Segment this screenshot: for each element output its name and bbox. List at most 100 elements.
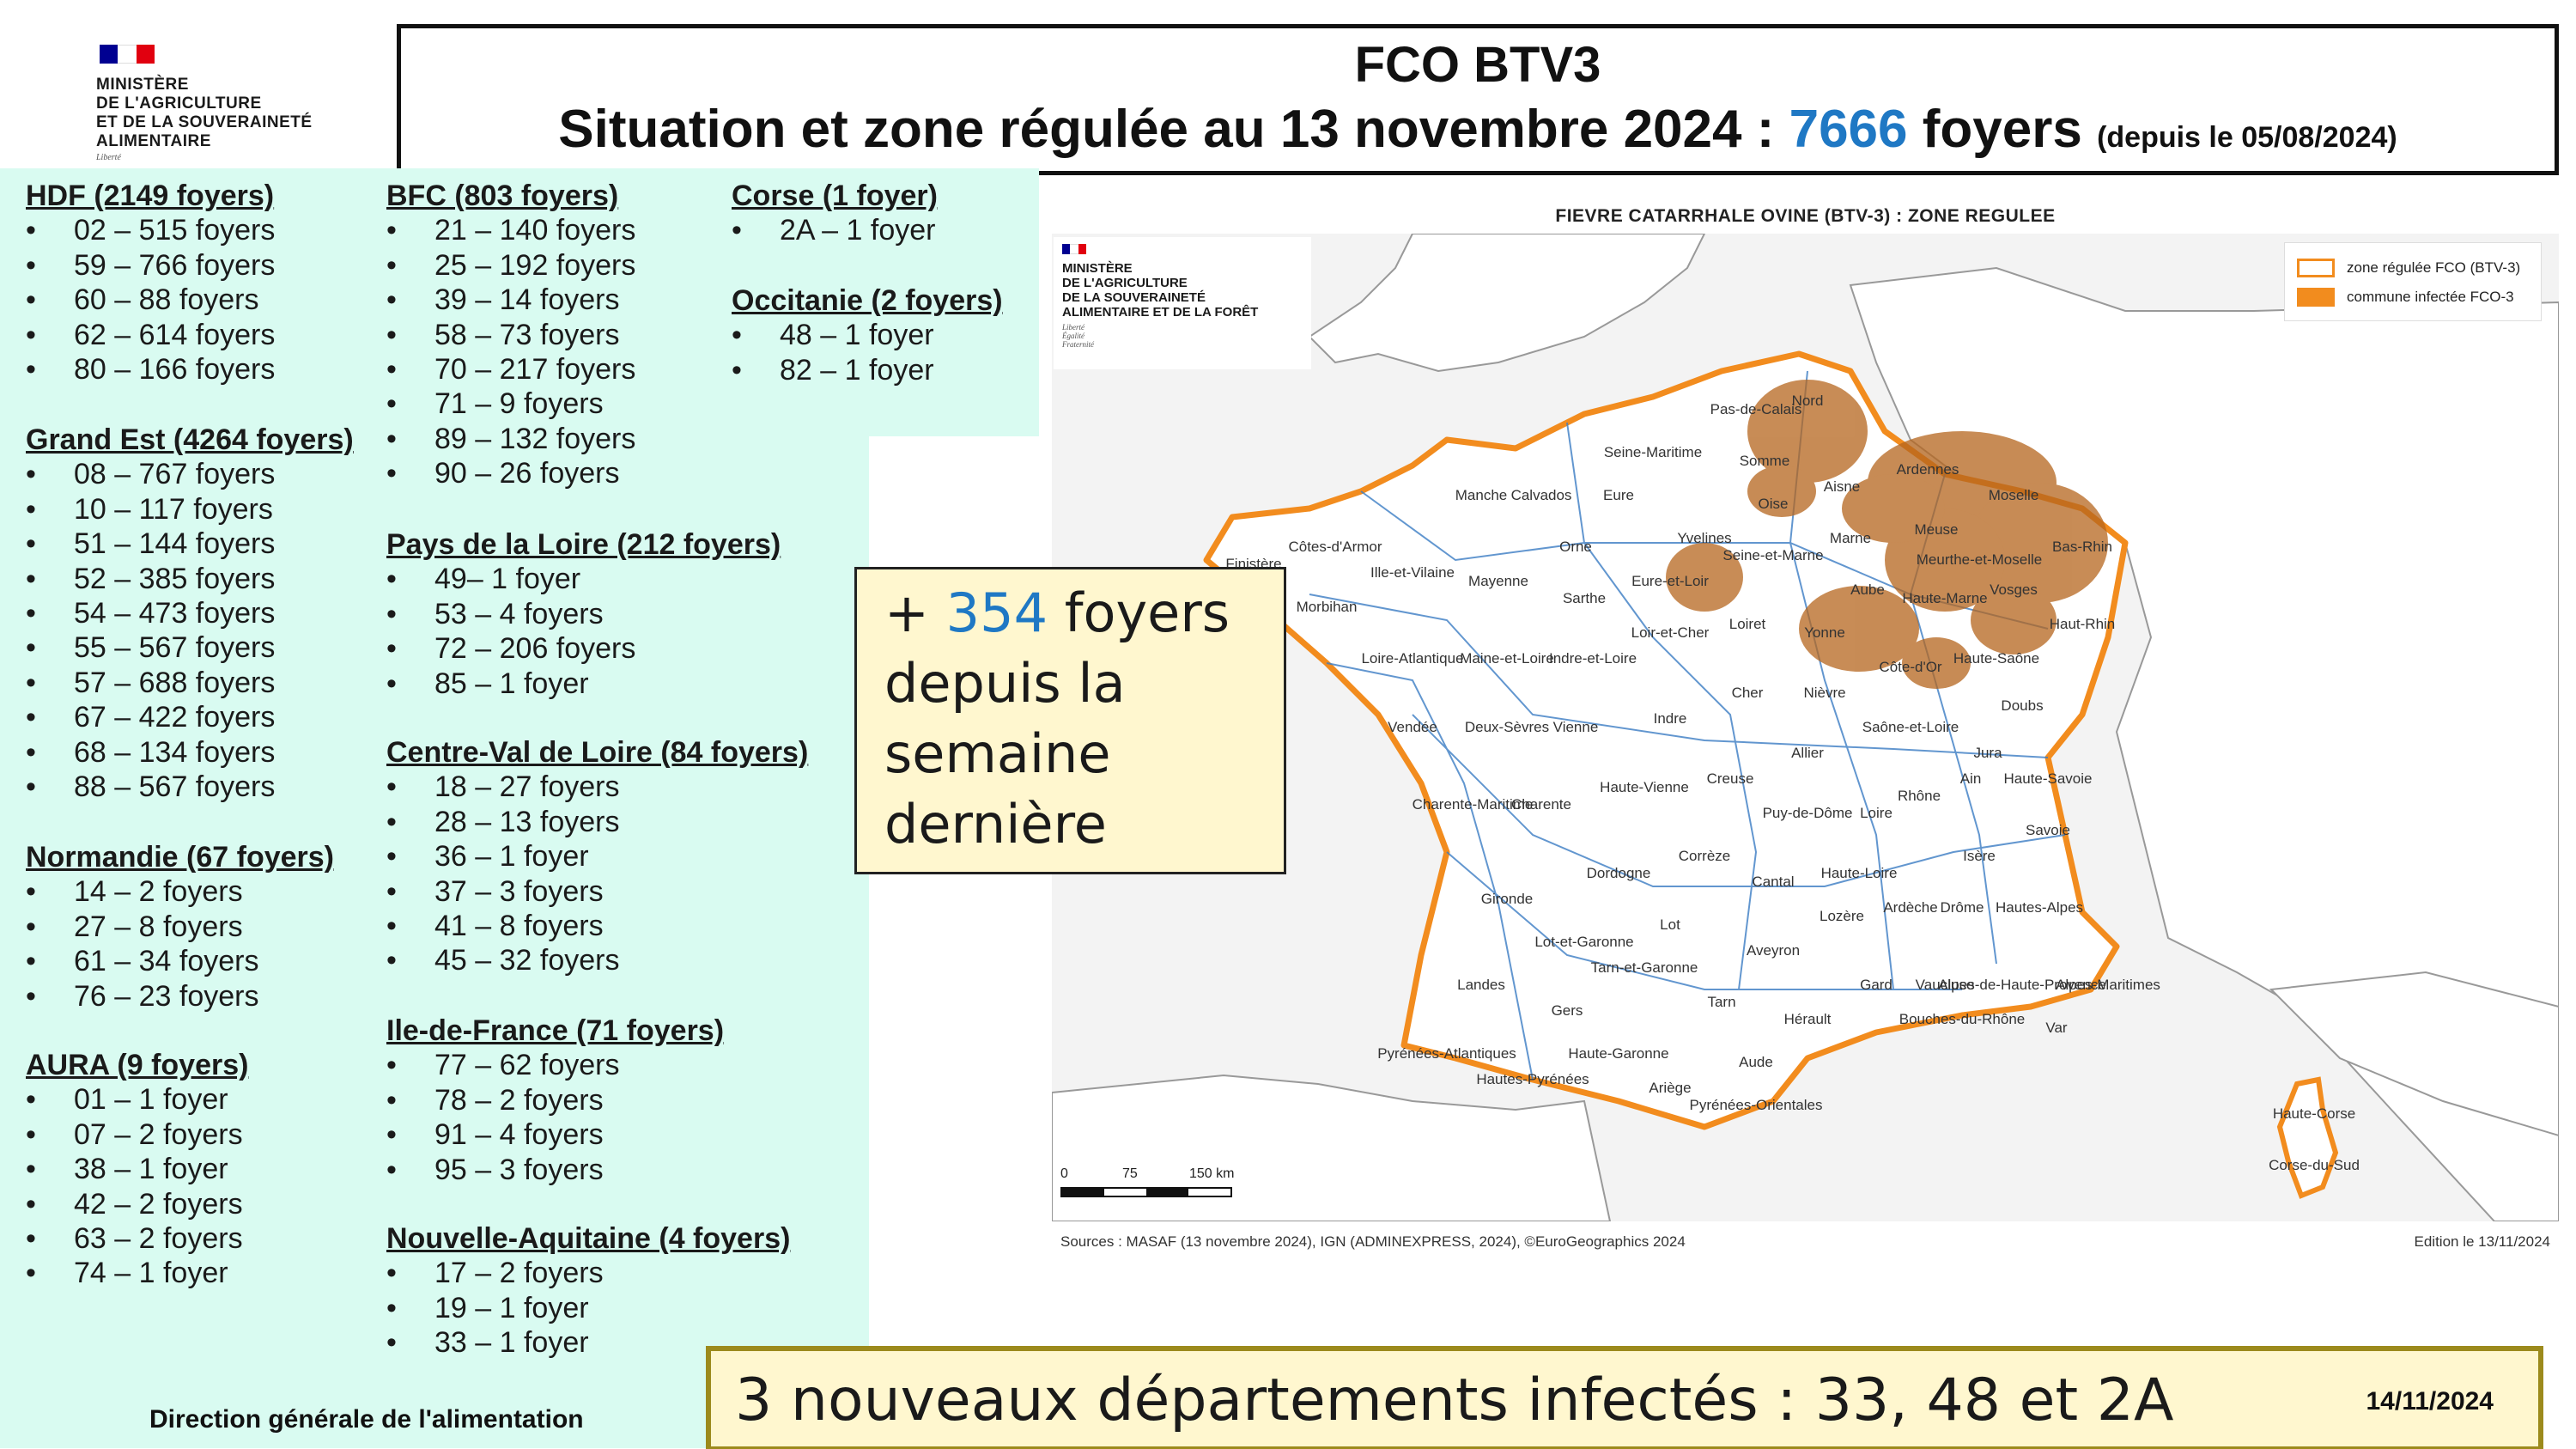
region-title: AURA (9 foyers) [26, 1049, 249, 1081]
label-gironde: Gironde [1481, 891, 1533, 907]
list-item: 48 – 1 foyer [732, 318, 1003, 353]
list-item: 45 – 32 foyers [386, 943, 808, 978]
legend-item-commune: commune infectée FCO-3 [2297, 283, 2529, 312]
label-loir-et-cher: Loir-et-Cher [1631, 624, 1710, 641]
label-loire: Loire [1860, 805, 1893, 821]
list-item: 60 – 88 foyers [26, 283, 275, 318]
label-var: Var [2045, 1020, 2068, 1036]
scale-tick: 75 [1122, 1166, 1138, 1181]
label-vendee: Vendée [1388, 719, 1437, 735]
new-departments-text: 3 nouveaux départements infectés : 33, 4… [735, 1367, 2174, 1434]
label-mayenne: Mayenne [1468, 573, 1528, 589]
label-marne: Marne [1830, 530, 1871, 546]
list-item: 17 – 2 foyers [386, 1256, 790, 1291]
label-ardeche: Ardèche [1883, 899, 1937, 916]
label-savoie: Savoie [2026, 822, 2070, 838]
list-item: 25 – 192 foyers [386, 248, 635, 283]
region-grand-est: Grand Est (4264 foyers) 08 – 767 foyers … [26, 423, 354, 805]
subtitle-prefix: Situation et zone régulée au 13 novembre… [558, 100, 1789, 159]
label-haute-saone: Haute-Saône [1953, 650, 2039, 667]
label-orne: Orne [1559, 539, 1592, 555]
scale-tick: 150 km [1189, 1166, 1235, 1181]
label-cote-d-or: Côte-d'Or [1879, 659, 1941, 675]
label-pyrenees-orientales: Pyrénées-Orientales [1690, 1097, 1823, 1113]
list-item: 42 – 2 foyers [26, 1187, 248, 1222]
label-vienne: Vienne [1553, 719, 1599, 735]
total-count: 7666 [1789, 100, 1908, 159]
list-item: 62 – 614 foyers [26, 318, 275, 353]
label-seine-maritime: Seine-Maritime [1604, 444, 1702, 460]
region-nouvelle-aquitaine: Nouvelle-Aquitaine (4 foyers) 17 – 2 foy… [386, 1221, 790, 1361]
label-aude: Aude [1739, 1054, 1773, 1070]
list-item: 37 – 3 foyers [386, 874, 808, 910]
list-item: 63 – 2 foyers [26, 1221, 248, 1257]
label-eure: Eure [1603, 487, 1634, 503]
list-item: 57 – 688 foyers [26, 666, 354, 701]
label-deux-sevres: Deux-Sèvres [1465, 719, 1549, 735]
region-title: Centre-Val de Loire (84 foyers) [386, 736, 809, 769]
label-pas-de-calais: Pas-de-Calais [1710, 401, 1802, 417]
label-doubs: Doubs [2001, 697, 2043, 714]
label-nievre: Nièvre [1803, 685, 1845, 701]
label-meurthe-et-moselle: Meurthe-et-Moselle [1917, 551, 2042, 568]
label-ille-et-vilaine: Ille-et-Vilaine [1370, 564, 1455, 581]
new-outbreaks-line3: semaine [884, 722, 1111, 785]
label-ariege: Ariège [1649, 1080, 1691, 1096]
list-item: 49– 1 foyer [386, 562, 781, 597]
map-ministry-name: MINISTÈRE DE L'AGRICULTURE DE LA SOUVERA… [1062, 261, 1259, 320]
label-vaucluse: Vaucluse [1916, 977, 1975, 993]
label-haute-marne: Haute-Marne [1902, 590, 1987, 606]
label-dordogne: Dordogne [1587, 865, 1651, 881]
regulated-zone-outline [1203, 350, 2129, 1130]
new-outbreaks-callout: + 354 foyers depuis la semaine dernière [854, 567, 1286, 874]
new-outbreaks-suffix: foyers [1048, 581, 1230, 644]
list-item: 51 – 144 foyers [26, 527, 354, 562]
map-panel: FIEVRE CATARRHALE OVINE (BTV-3) : ZONE R… [1052, 196, 2559, 1269]
label-aube: Aube [1850, 581, 1885, 598]
french-flag-icon [1062, 244, 1086, 254]
region-title: Nouvelle-Aquitaine (4 foyers) [386, 1222, 791, 1255]
label-cher: Cher [1732, 685, 1764, 701]
footer-organisation: Direction générale de l'alimentation [149, 1405, 584, 1434]
label-ain: Ain [1960, 770, 1982, 787]
list-item: 21 – 140 foyers [386, 213, 635, 248]
list-item: 36 – 1 foyer [386, 839, 808, 874]
list-item: 78 – 2 foyers [386, 1083, 724, 1118]
label-maine-et-loire: Maine-et-Loire [1460, 650, 1554, 667]
label-haute-savoie: Haute-Savoie [2003, 770, 2092, 787]
new-outbreaks-line2: depuis la [884, 652, 1126, 715]
list-item: 74 – 1 foyer [26, 1256, 248, 1291]
label-yonne: Yonne [1804, 624, 1845, 641]
list-item: 61 – 34 foyers [26, 944, 334, 979]
label-tarn-et-garonne: Tarn-et-Garonne [1591, 959, 1698, 976]
label-haut-rhin: Haut-Rhin [2050, 616, 2116, 632]
list-item: 59 – 766 foyers [26, 248, 275, 283]
neighbour-land-spain [1052, 1074, 1612, 1221]
list-item: 77 – 62 foyers [386, 1048, 724, 1083]
label-hautes-pyrenees: Hautes-Pyrénées [1476, 1071, 1589, 1087]
region-aura: AURA (9 foyers) 01 – 1 foyer 07 – 2 foye… [26, 1048, 248, 1291]
legend-swatch-zone [2297, 259, 2335, 277]
page-title: FCO BTV3 [1354, 37, 1601, 93]
label-morbihan: Morbihan [1297, 599, 1358, 615]
legend-label: zone régulée FCO (BTV-3) [2347, 259, 2521, 276]
label-manche: Manche [1455, 487, 1507, 503]
label-rhone: Rhône [1898, 788, 1941, 804]
region-title: HDF (2149 foyers) [26, 180, 275, 212]
label-drome: Drôme [1940, 899, 1984, 916]
map-scale-bar: 0 75 150 km [1060, 1166, 1249, 1197]
label-vosges: Vosges [1990, 581, 2038, 598]
label-herault: Hérault [1784, 1011, 1832, 1027]
list-item: 33 – 1 foyer [386, 1325, 790, 1361]
label-indre: Indre [1654, 710, 1687, 727]
label-correze: Corrèze [1679, 848, 1730, 864]
list-item: 14 – 2 foyers [26, 874, 334, 910]
new-outbreaks-line4: dernière [884, 793, 1107, 855]
neighbour-land-uk [1308, 234, 1706, 373]
map-title: FIEVRE CATARRHALE OVINE (BTV-3) : ZONE R… [1555, 206, 2056, 226]
list-item: 01 – 1 foyer [26, 1082, 248, 1117]
label-hautes-alpes: Hautes-Alpes [1996, 899, 2083, 916]
label-creuse: Creuse [1707, 770, 1754, 787]
region-ile-de-france: Ile-de-France (71 foyers) 77 – 62 foyers… [386, 1014, 724, 1187]
list-item: 95 – 3 foyers [386, 1153, 724, 1188]
